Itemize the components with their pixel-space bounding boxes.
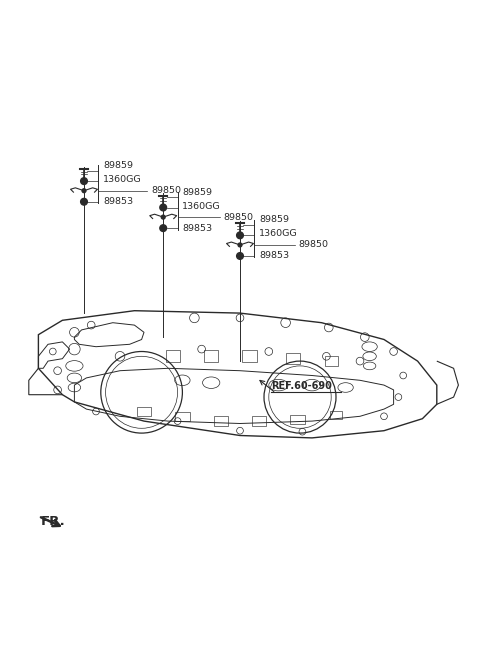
Bar: [166, 350, 180, 362]
Text: 89850: 89850: [299, 240, 328, 250]
Circle shape: [160, 204, 167, 211]
Text: 89850: 89850: [151, 186, 181, 195]
Text: 89853: 89853: [259, 252, 289, 261]
Text: 1360GG: 1360GG: [182, 202, 221, 210]
Bar: [286, 354, 300, 364]
Text: 89859: 89859: [103, 161, 133, 170]
Bar: [175, 411, 190, 421]
Text: 1360GG: 1360GG: [103, 175, 142, 184]
Circle shape: [160, 225, 167, 231]
Circle shape: [82, 189, 86, 193]
Bar: [290, 415, 305, 424]
Text: 89850: 89850: [223, 213, 253, 221]
Circle shape: [81, 198, 87, 205]
Circle shape: [237, 253, 243, 259]
Text: 89853: 89853: [103, 197, 133, 206]
Text: 89853: 89853: [182, 223, 213, 233]
Bar: [137, 407, 151, 417]
Text: 89859: 89859: [182, 187, 212, 196]
Text: FR.: FR.: [41, 515, 66, 529]
Text: REF.60-690: REF.60-690: [271, 381, 332, 391]
Circle shape: [161, 215, 165, 219]
Bar: [242, 350, 257, 362]
Bar: [252, 417, 266, 426]
Bar: [204, 350, 218, 362]
Circle shape: [81, 178, 87, 185]
Text: 1360GG: 1360GG: [259, 229, 298, 238]
Bar: [214, 417, 228, 426]
Bar: [330, 411, 342, 419]
Text: 89859: 89859: [259, 215, 289, 225]
Circle shape: [237, 232, 243, 238]
Bar: [324, 356, 338, 366]
Circle shape: [238, 243, 242, 247]
